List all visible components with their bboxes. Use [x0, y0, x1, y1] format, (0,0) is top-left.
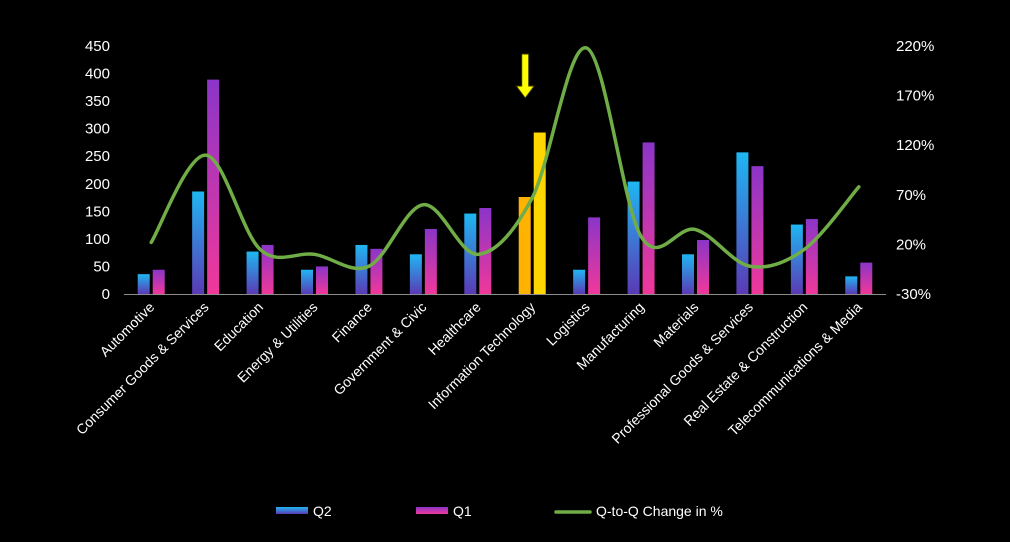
bar-q1-0: [152, 269, 165, 294]
y-right-tick-label: 220%: [896, 38, 934, 55]
x-tick-label: Government & Civic: [330, 299, 429, 398]
x-tick-label: Materials: [650, 299, 701, 350]
legend-label-q2: Q2: [313, 503, 332, 519]
y-left-tick-label: 450: [85, 38, 110, 55]
bar-q2-13: [845, 276, 858, 294]
bar-q1-1: [207, 79, 220, 295]
bar-q1-12: [805, 219, 818, 294]
legend-label-q1: Q1: [453, 503, 472, 519]
bar-q1-5: [424, 228, 437, 294]
bar-q2-8: [573, 269, 586, 294]
bar-q2-10: [682, 254, 694, 294]
legend: Q2 Q1 Q-to-Q Change in %: [276, 503, 723, 519]
y-left-tick-label: 50: [93, 258, 110, 275]
y-left-tick-label: 300: [85, 121, 110, 138]
bar-q1-3: [316, 266, 328, 294]
y-right-tick-label: 20%: [896, 236, 926, 253]
bar-q2-12: [790, 224, 803, 294]
y-right-tick-label: 70%: [896, 187, 926, 204]
bar-q2-11: [736, 152, 749, 294]
line-layer: [149, 46, 861, 270]
x-tick-label: Logistics: [543, 299, 593, 349]
bar-q2-0: [137, 274, 150, 294]
bar-q1-9: [642, 142, 655, 294]
bar-q2-7: [518, 197, 531, 294]
bar-q2-3: [301, 269, 313, 294]
bar-q1-10: [697, 239, 709, 294]
x-tick-label: Education: [211, 299, 266, 354]
bar-q1-11: [751, 166, 764, 294]
y-left-tick-label: 0: [102, 286, 110, 303]
bar-q2-2: [246, 251, 259, 294]
y-left-tick-label: 150: [85, 203, 110, 220]
bars-layer: [137, 79, 873, 295]
y-left-tick-label: 200: [85, 176, 110, 193]
bar-q1-13: [860, 262, 873, 294]
x-tick-label: Finance: [329, 299, 376, 346]
y-left-tick-label: 400: [85, 66, 110, 83]
y-left-tick-label: 250: [85, 148, 110, 165]
bar-q1-8: [588, 217, 601, 294]
highlight-arrow-layer: [515, 53, 536, 99]
legend-label-change: Q-to-Q Change in %: [596, 503, 723, 519]
x-tick-label: Information Technology: [425, 299, 538, 412]
y-left-tick-label: 100: [85, 231, 110, 248]
highlight-arrow-icon: [515, 53, 536, 99]
bar-q1-7: [533, 132, 546, 294]
legend-swatch-q2: [276, 507, 308, 514]
y-right-tick-label: -30%: [896, 286, 931, 303]
bar-q2-5: [409, 254, 422, 294]
y-right-tick-label: 170%: [896, 88, 934, 105]
x-tick-label: Healthcare: [425, 299, 484, 358]
bar-q1-4: [370, 248, 383, 294]
y-left-tick-label: 350: [85, 93, 110, 110]
y-right-tick-label: 120%: [896, 137, 934, 154]
bar-q2-1: [192, 191, 205, 294]
legend-swatch-q1: [416, 507, 448, 514]
